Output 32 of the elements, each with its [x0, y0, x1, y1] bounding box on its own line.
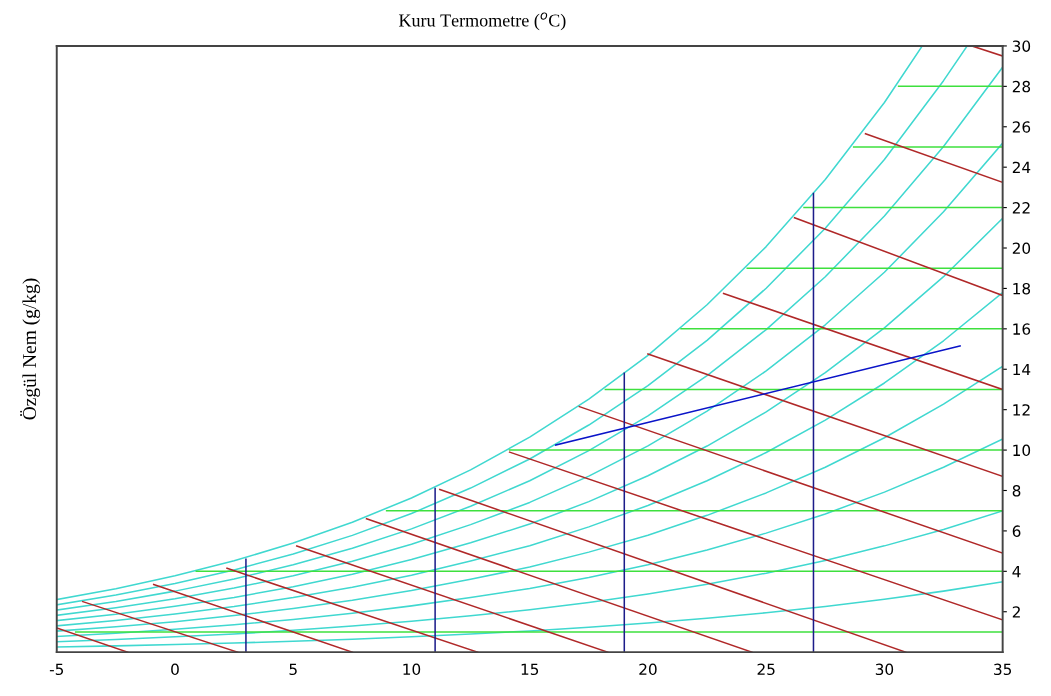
y-tick-label: 18	[1013, 282, 1031, 295]
y-tick-label: 22	[1012, 202, 1030, 214]
y-tick-label: 8	[1012, 484, 1021, 497]
y-tick-label: 12	[1013, 404, 1030, 416]
x-tick-label: 5	[289, 663, 297, 676]
x-tick-label: -5	[49, 663, 64, 676]
x-tick-label: 10	[403, 663, 421, 676]
y-tick-label: 24	[1012, 161, 1031, 173]
x-tick-label: 35	[994, 663, 1012, 676]
y-tick-label: 6	[1012, 525, 1021, 537]
line-series	[56, 581, 1003, 648]
x-tick-label: 20	[639, 663, 657, 676]
y-tick-label: 26	[1012, 121, 1031, 133]
x-tick-label: 0	[171, 663, 179, 676]
y-tick-label: 2	[1012, 606, 1020, 618]
y-tick-label: 10	[1013, 444, 1031, 457]
line-series	[56, 217, 1003, 622]
line-series	[56, 438, 1003, 638]
x-tick-label: 30	[875, 663, 894, 676]
y-tick-label: 30	[1012, 40, 1031, 52]
line-series	[56, 510, 1003, 643]
y-tick-label: 28	[1012, 80, 1031, 93]
line-series	[56, 291, 1003, 627]
y-tick-label: 16	[1013, 323, 1031, 335]
line-series	[56, 365, 1003, 632]
y-axis-title: Özgül Nem (g/kg)	[20, 278, 41, 420]
y-tick-label: 4	[1012, 565, 1021, 578]
y-tick-label: 14	[1013, 363, 1031, 376]
y-tick-label: 20	[1012, 242, 1031, 255]
chart-title: Kuru Termometre ($^{o}$C)	[398, 12, 566, 31]
x-tick-label: 15	[521, 663, 539, 676]
x-tick-label: 25	[757, 663, 775, 676]
